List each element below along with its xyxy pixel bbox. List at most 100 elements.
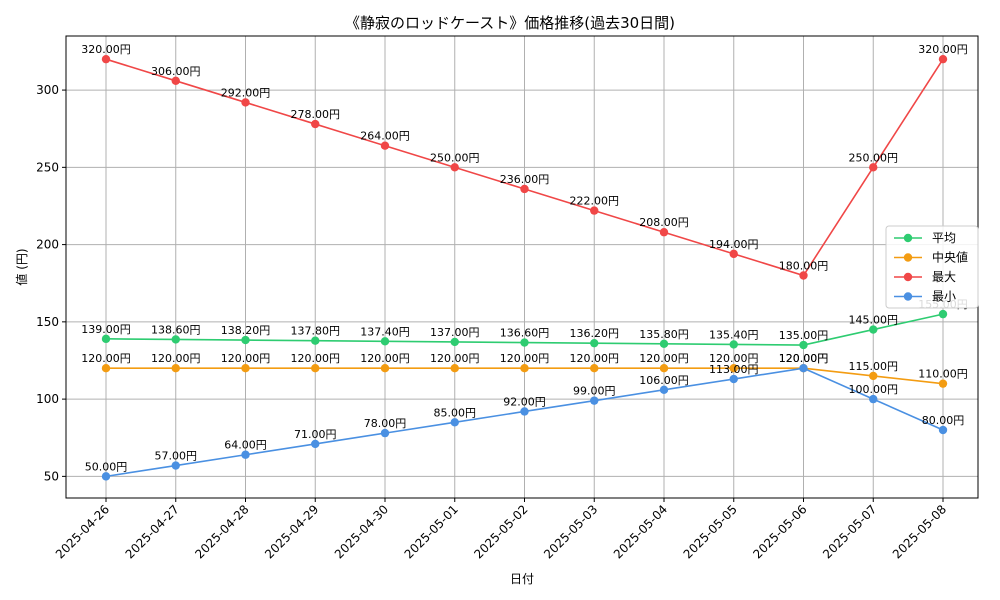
y-tick-label: 100 <box>36 392 59 406</box>
data-point <box>311 439 320 449</box>
x-tick-label: 2025-04-29 <box>262 502 321 561</box>
data-point <box>101 364 111 373</box>
data-point <box>311 336 320 345</box>
data-point <box>869 163 878 172</box>
data-label: 292.00円 <box>221 86 271 99</box>
data-point <box>799 364 808 373</box>
data-label: 120.00円 <box>500 352 550 365</box>
data-point <box>520 184 529 194</box>
data-label: 92.00円 <box>503 395 546 408</box>
data-point <box>869 371 878 381</box>
legend-marker <box>903 253 913 262</box>
data-label: 113.00円 <box>709 363 759 376</box>
data-point <box>729 374 738 384</box>
data-point <box>450 337 459 347</box>
data-point <box>869 325 878 334</box>
plot-area <box>65 35 979 499</box>
data-label: 85.00円 <box>434 406 477 419</box>
data-label: 120.00円 <box>709 352 759 365</box>
data-label: 320.00円 <box>918 43 968 56</box>
data-point <box>659 385 669 395</box>
data-point <box>799 340 808 350</box>
data-label: 136.20円 <box>570 327 620 340</box>
data-label: 250.00円 <box>849 151 899 164</box>
x-tick-label: 2025-04-26 <box>53 502 112 561</box>
data-point <box>729 364 738 373</box>
x-tick-label: 2025-05-02 <box>471 502 530 561</box>
data-point <box>590 338 599 348</box>
data-point <box>311 119 320 129</box>
data-point <box>938 54 948 64</box>
data-point <box>171 335 180 344</box>
data-point <box>729 249 738 259</box>
data-point <box>171 364 180 373</box>
data-label: 135.40円 <box>709 328 759 341</box>
y-tick-label: 200 <box>36 238 59 252</box>
data-label: 120.00円 <box>151 352 201 365</box>
data-point <box>450 364 459 373</box>
data-point <box>241 364 250 373</box>
series-0: 139.00円 138.60円 138.20円 137.80円 137.40円 137.0… <box>81 298 968 350</box>
data-point <box>590 396 599 405</box>
x-tick-label: 2025-05-05 <box>681 502 740 561</box>
data-point <box>520 364 529 373</box>
y-tick-label: 150 <box>36 315 59 329</box>
x-axis-label: 日付 <box>510 572 534 586</box>
legend-marker <box>903 233 913 243</box>
legend-entry: 最小 <box>932 290 956 304</box>
data-label: 180.00円 <box>779 259 829 272</box>
data-label: 99.00円 <box>573 385 616 398</box>
x-tick-label: 2025-05-04 <box>611 502 670 561</box>
data-point <box>171 461 180 470</box>
data-point <box>241 450 250 459</box>
data-label: 250.00円 <box>430 151 480 164</box>
data-label: 137.40円 <box>360 325 410 338</box>
data-label: 120.00円 <box>570 352 620 365</box>
series-2: 320.00円 306.00円 292.00円 278.00円 264.00円 250.0… <box>81 43 968 280</box>
legend-entry: 最大 <box>932 270 956 284</box>
legend-entry: 中央値 <box>932 250 968 265</box>
legend-marker <box>903 272 913 282</box>
data-label: 320.00円 <box>81 43 131 56</box>
legend-marker <box>903 292 913 301</box>
legend-box <box>885 225 979 309</box>
x-tick-label: 2025-04-30 <box>332 502 391 561</box>
data-label: 138.60円 <box>151 323 201 336</box>
data-label: 138.20円 <box>221 324 271 337</box>
data-point <box>241 335 250 345</box>
data-label: 100.00円 <box>849 383 899 396</box>
data-point <box>799 271 808 280</box>
data-point <box>171 76 180 86</box>
data-label: 110.00円 <box>918 368 968 381</box>
data-label: 278.00円 <box>291 108 341 121</box>
data-point <box>380 364 390 373</box>
x-axis: 2025-04-26 2025-04-27 2025-04-28 2025-04-29… <box>53 498 949 561</box>
y-tick-label: 250 <box>36 160 59 174</box>
data-label: 120.00円 <box>430 352 480 365</box>
data-label: 120.00円 <box>360 352 410 365</box>
data-point <box>380 337 390 346</box>
data-label: 120.00円 <box>779 352 829 365</box>
data-point <box>241 98 250 107</box>
x-tick-label: 2025-05-03 <box>541 502 600 561</box>
grid <box>66 36 978 498</box>
data-point <box>520 407 529 416</box>
data-label: 222.00円 <box>570 195 620 208</box>
data-point <box>869 394 878 404</box>
data-point <box>380 141 390 150</box>
data-label: 120.00円 <box>291 352 341 365</box>
data-label: 71.00円 <box>294 428 337 441</box>
x-tick-label: 2025-05-08 <box>890 502 949 561</box>
data-point <box>659 339 669 348</box>
data-point <box>520 338 529 347</box>
y-tick-label: 300 <box>36 83 59 97</box>
data-label: 120.00円 <box>221 352 271 365</box>
data-point <box>729 340 738 349</box>
data-label: 115.00円 <box>849 360 899 373</box>
data-label: 264.00円 <box>360 130 410 143</box>
data-label: 208.00円 <box>639 216 689 229</box>
data-label: 136.60円 <box>500 327 550 340</box>
data-point <box>590 364 599 373</box>
